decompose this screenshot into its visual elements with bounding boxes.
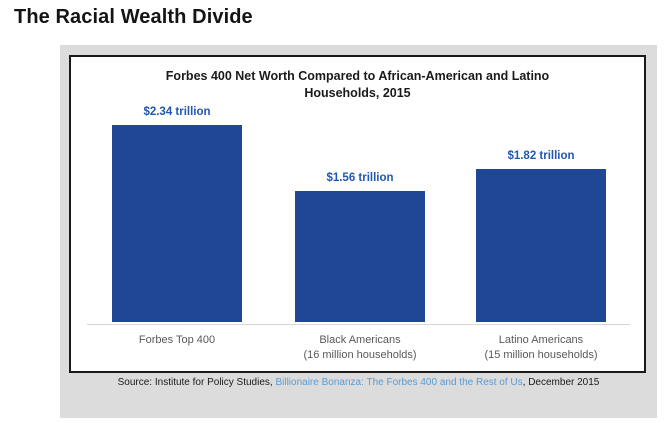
category-subtitle: (16 million households) xyxy=(303,348,417,361)
category-name: Black Americans xyxy=(319,334,401,346)
bar-forbes-400 xyxy=(112,125,242,322)
bar-group-latino-americans: $1.82 trillion xyxy=(476,150,606,322)
x-axis-line xyxy=(87,324,630,325)
chart-title-line1: Forbes 400 Net Worth Compared to African… xyxy=(165,69,550,83)
chart-title-line2: Households, 2015 xyxy=(304,86,411,100)
bar-value-label: $1.82 trillion xyxy=(507,150,575,162)
source-attribution: Source: Institute for Policy Studies, Bi… xyxy=(60,377,657,388)
category-label-latino-americans: Latino Americans (15 million households) xyxy=(449,333,633,362)
bar-value-label: $1.56 trillion xyxy=(326,172,394,184)
category-name: Latino Americans xyxy=(498,334,584,346)
category-label-forbes-400: Forbes Top 400 xyxy=(85,333,269,348)
bar-group-black-americans: $1.56 trillion xyxy=(295,172,425,322)
category-label-black-americans: Black Americans (16 million households) xyxy=(268,333,452,362)
source-prefix: Source: Institute for Policy Studies, xyxy=(117,377,276,388)
category-name: Forbes Top 400 xyxy=(138,334,216,346)
source-link[interactable]: Billionaire Bonanza: The Forbes 400 and … xyxy=(275,377,523,388)
bar-value-label: $2.34 trillion xyxy=(143,106,211,118)
bar-latino-americans xyxy=(476,169,606,322)
bar-group-forbes-400: $2.34 trillion xyxy=(112,106,242,322)
category-subtitle: (15 million households) xyxy=(484,348,598,361)
page-title: The Racial Wealth Divide xyxy=(14,6,253,28)
slide-background: Forbes 400 Net Worth Compared to African… xyxy=(60,45,657,418)
chart-panel: Forbes 400 Net Worth Compared to African… xyxy=(69,55,646,373)
bar-black-americans xyxy=(295,191,425,322)
source-suffix: , December 2015 xyxy=(522,377,600,388)
chart-title: Forbes 400 Net Worth Compared to African… xyxy=(71,68,644,102)
